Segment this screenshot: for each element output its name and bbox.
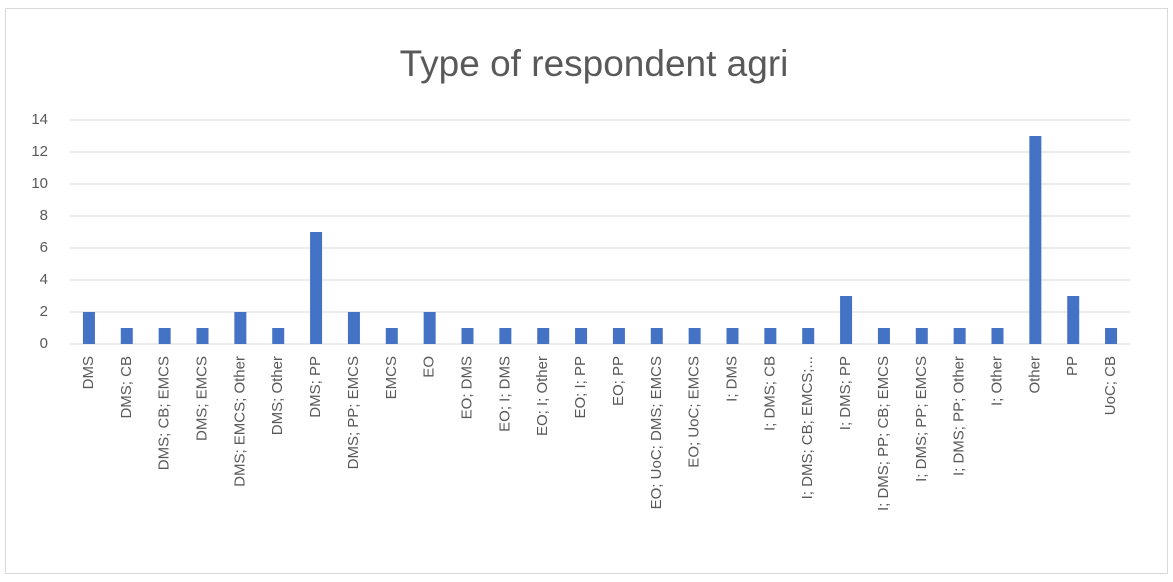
y-tick-label: 14 xyxy=(31,111,48,128)
x-tick-label: I; DMS; PP; EMCS xyxy=(913,356,930,482)
x-tick-label: EO; PP xyxy=(610,356,627,406)
x-tick-label: EO; I; PP xyxy=(572,356,589,419)
x-tick-label: DMS; EMCS; Other xyxy=(231,356,248,487)
x-tick-label: I; DMS xyxy=(723,356,740,402)
bar xyxy=(991,328,1004,344)
x-tick-label: I; DMS; CB xyxy=(761,356,778,431)
bar xyxy=(840,296,853,344)
bar xyxy=(158,328,171,344)
y-tick-label: 0 xyxy=(40,335,48,352)
x-tick-label: EO xyxy=(421,356,438,378)
bar xyxy=(1067,296,1080,344)
x-tick-label: I; Other xyxy=(988,356,1005,406)
chart-border xyxy=(5,8,1168,574)
bar xyxy=(385,328,398,344)
x-tick-label: DMS; PP; EMCS xyxy=(345,356,362,469)
x-tick-label: I; DMS; PP xyxy=(837,356,854,430)
x-tick-label: EO; UoC; DMS; EMCS xyxy=(648,356,665,509)
bar xyxy=(196,328,209,344)
bar xyxy=(953,328,966,344)
y-tick-label: 10 xyxy=(31,175,48,192)
bar xyxy=(915,328,928,344)
x-tick-label: Other xyxy=(1026,356,1043,394)
bar xyxy=(1029,136,1042,344)
y-tick-label: 4 xyxy=(40,271,48,288)
x-tick-label: EO; I; DMS xyxy=(496,356,513,432)
x-tick-label: PP xyxy=(1064,356,1081,376)
x-tick-label: EMCS xyxy=(383,356,400,399)
x-tick-label: DMS; Other xyxy=(269,356,286,435)
y-tick-label: 8 xyxy=(40,207,48,224)
x-tick-label: DMS; EMCS xyxy=(193,356,210,441)
bar xyxy=(347,312,360,344)
chart-title: Type of respondent agri xyxy=(400,43,789,84)
x-tick-label: DMS xyxy=(80,356,97,389)
bar xyxy=(802,328,815,344)
bar xyxy=(612,328,625,344)
x-tick-label: DMS; CB xyxy=(118,356,135,419)
x-tick-label: I; DMS; PP; CB; EMCS xyxy=(875,356,892,511)
x-tick-label: EO; UoC; EMCS xyxy=(686,356,703,468)
x-tick-label: UoC; CB xyxy=(1102,356,1119,415)
y-tick-label: 12 xyxy=(31,143,48,160)
bar xyxy=(764,328,777,344)
bar xyxy=(461,328,474,344)
bar xyxy=(537,328,550,344)
bar xyxy=(120,328,133,344)
bar xyxy=(423,312,436,344)
bar xyxy=(82,312,95,344)
bar xyxy=(499,328,512,344)
x-tick-label: I; DMS; CB; EMCS;... xyxy=(799,356,816,499)
bar xyxy=(650,328,663,344)
x-tick-label: DMS; PP xyxy=(307,356,324,418)
y-tick-label: 6 xyxy=(40,239,48,256)
x-tick-label: EO; DMS xyxy=(458,356,475,419)
bar xyxy=(688,328,701,344)
x-tick-label: EO; I; Other xyxy=(534,356,551,436)
bar xyxy=(575,328,588,344)
x-tick-label: I; DMS; PP; Other xyxy=(951,356,968,476)
bar xyxy=(726,328,739,344)
x-tick-label: DMS; CB; EMCS xyxy=(156,356,173,470)
bar xyxy=(310,232,323,344)
bar xyxy=(234,312,247,344)
bar xyxy=(1105,328,1118,344)
bar xyxy=(877,328,890,344)
y-tick-label: 2 xyxy=(40,303,48,320)
bar xyxy=(272,328,285,344)
